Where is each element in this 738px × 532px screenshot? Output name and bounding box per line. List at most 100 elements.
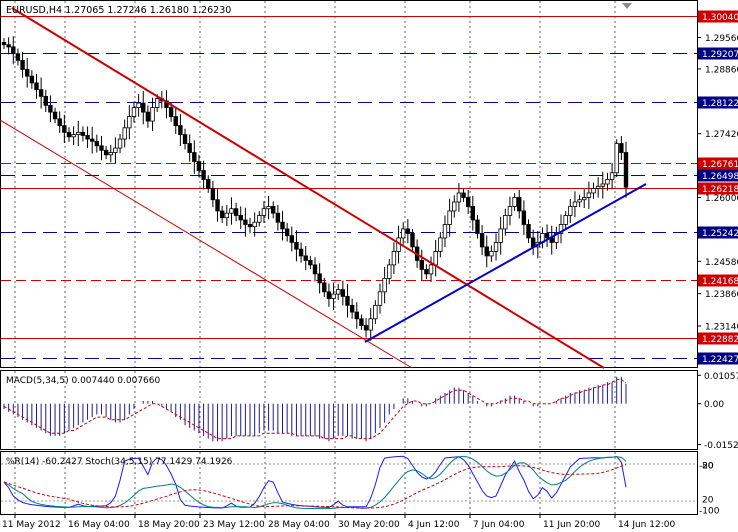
candle-body[interactable] <box>25 69 30 77</box>
candle-body[interactable] <box>238 215 243 221</box>
candle-body[interactable] <box>229 208 234 214</box>
scroll-arrow-icon[interactable] <box>622 3 632 9</box>
candle-body[interactable] <box>173 116 178 126</box>
candle-body[interactable] <box>76 131 81 135</box>
candle-body[interactable] <box>201 170 206 180</box>
candle-body[interactable] <box>187 143 192 153</box>
candle-body[interactable] <box>475 219 480 234</box>
candle-body[interactable] <box>48 104 53 113</box>
candle-body[interactable] <box>168 107 174 117</box>
candle-body[interactable] <box>438 237 443 252</box>
candle-body[interactable] <box>619 143 624 153</box>
candle-body[interactable] <box>405 228 411 234</box>
candle-body[interactable] <box>127 116 132 129</box>
candle-body[interactable] <box>563 215 568 225</box>
candle-body[interactable] <box>493 242 499 252</box>
candle-body[interactable] <box>266 206 271 210</box>
candle-body[interactable] <box>192 152 197 162</box>
candle-body[interactable] <box>289 235 294 243</box>
candle-body[interactable] <box>150 107 155 122</box>
candle-body[interactable] <box>233 208 239 216</box>
candle-body[interactable] <box>544 233 550 239</box>
candle-body[interactable] <box>368 318 373 331</box>
candle-body[interactable] <box>71 134 76 138</box>
price-panel[interactable] <box>0 0 698 368</box>
candle-body[interactable] <box>479 233 485 248</box>
candle-body[interactable] <box>503 215 508 230</box>
candle-body[interactable] <box>182 134 188 144</box>
candle-body[interactable] <box>326 291 332 299</box>
candle-body[interactable] <box>103 149 109 156</box>
candle-body[interactable] <box>122 127 127 140</box>
candle-body[interactable] <box>34 82 39 91</box>
candle-body[interactable] <box>11 46 16 55</box>
channel-lower-line[interactable] <box>0 119 413 369</box>
candle-body[interactable] <box>428 264 434 275</box>
candle-body[interactable] <box>89 138 95 142</box>
candle-body[interactable] <box>298 248 304 257</box>
candle-body[interactable] <box>433 251 438 266</box>
candle-body[interactable] <box>247 224 253 228</box>
candle-body[interactable] <box>141 102 146 113</box>
candle-body[interactable] <box>424 268 429 275</box>
candle-body[interactable] <box>484 246 489 257</box>
candle-body[interactable] <box>609 172 615 180</box>
candle-body[interactable] <box>57 118 62 126</box>
candle-body[interactable] <box>387 264 392 279</box>
candle-body[interactable] <box>317 273 322 284</box>
candle-body[interactable] <box>303 255 308 261</box>
candle-body[interactable] <box>582 197 587 201</box>
candle-body[interactable] <box>600 183 605 187</box>
candle-body[interactable] <box>284 228 290 237</box>
candle-body[interactable] <box>363 325 369 331</box>
candle-body[interactable] <box>252 221 257 228</box>
candle-body[interactable] <box>85 135 90 140</box>
candle-body[interactable] <box>452 201 457 212</box>
candle-body[interactable] <box>94 140 100 147</box>
candle-body[interactable] <box>470 206 476 221</box>
candle-body[interactable] <box>261 208 267 216</box>
candle-body[interactable] <box>178 125 183 135</box>
candle-body[interactable] <box>349 304 355 313</box>
candle-body[interactable] <box>280 221 285 230</box>
candle-body[interactable] <box>572 201 578 207</box>
candle-body[interactable] <box>498 228 503 243</box>
macd-panel[interactable] <box>0 370 698 450</box>
candle-body[interactable] <box>52 111 58 120</box>
candle-body[interactable] <box>447 210 452 225</box>
candle-body[interactable] <box>206 179 211 189</box>
candle-body[interactable] <box>145 111 151 122</box>
candle-body[interactable] <box>113 147 118 153</box>
candle-body[interactable] <box>489 251 494 257</box>
candle-body[interactable] <box>243 219 248 225</box>
candle-body[interactable] <box>605 179 610 185</box>
candle-body[interactable] <box>577 199 582 203</box>
candle-body[interactable] <box>521 210 527 225</box>
candle-body[interactable] <box>512 197 517 207</box>
candle-body[interactable] <box>526 224 531 239</box>
candle-body[interactable] <box>312 264 318 275</box>
candle-body[interactable] <box>340 289 346 297</box>
candle-body[interactable] <box>215 199 220 212</box>
candle-body[interactable] <box>210 188 216 201</box>
candle-body[interactable] <box>391 251 397 266</box>
candle-body[interactable] <box>117 138 123 149</box>
candle-body[interactable] <box>275 212 281 223</box>
oscillator-panel[interactable] <box>0 451 698 515</box>
candle-body[interactable] <box>591 188 596 194</box>
candle-body[interactable] <box>66 131 72 138</box>
candle-body[interactable] <box>614 143 619 174</box>
candle-body[interactable] <box>456 192 462 203</box>
candle-body[interactable] <box>136 102 141 109</box>
candle-body[interactable] <box>410 233 415 248</box>
candle-body[interactable] <box>442 224 448 239</box>
candle-body[interactable] <box>294 242 299 250</box>
candle-body[interactable] <box>530 237 536 248</box>
candle-body[interactable] <box>196 161 202 171</box>
candle-body[interactable] <box>38 89 44 97</box>
candle-body[interactable] <box>345 295 350 306</box>
candle-body[interactable] <box>6 44 11 48</box>
candle-body[interactable] <box>419 259 424 270</box>
candle-body[interactable] <box>29 75 35 84</box>
channel-upper-line[interactable] <box>11 7 605 369</box>
